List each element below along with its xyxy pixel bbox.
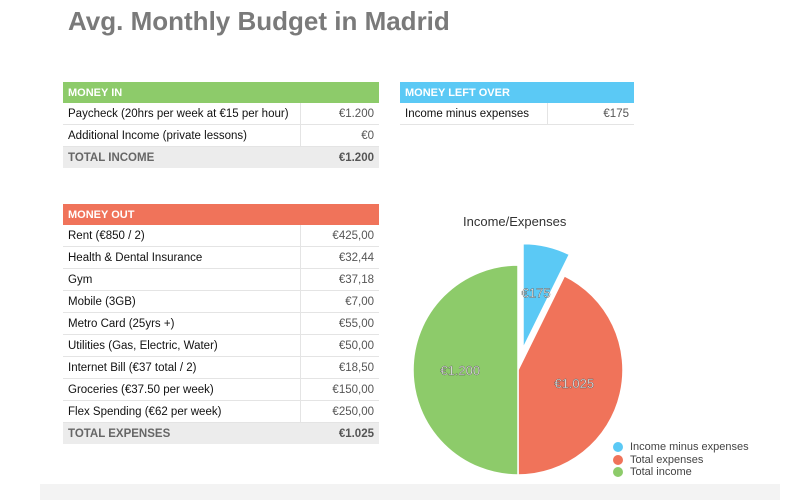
- pie-slice: [522, 242, 571, 349]
- row-value: €1.200: [300, 103, 379, 125]
- money-left-header: MONEY LEFT OVER: [405, 86, 510, 99]
- table-row: Income minus expenses €175: [400, 103, 634, 125]
- page-title: Avg. Monthly Budget in Madrid: [68, 6, 450, 36]
- row-label: Income minus expenses: [400, 103, 548, 125]
- row-value: €32,44: [300, 246, 379, 269]
- row-value: €150,00: [300, 378, 379, 401]
- table-row: Groceries (€37.50 per week) €150,00: [63, 378, 379, 401]
- row-label: Utilities (Gas, Electric, Water): [63, 334, 301, 357]
- money-out-table: MONEY OUT Rent (€850 / 2) €425,00 Health &…: [63, 204, 379, 444]
- row-label: Groceries (€37.50 per week): [63, 378, 301, 401]
- money-left-table: MONEY LEFT OVER Income minus expenses €17…: [400, 82, 634, 125]
- legend-swatch: [613, 454, 623, 465]
- total-label: TOTAL EXPENSES: [63, 422, 301, 444]
- row-value: €0: [300, 124, 379, 147]
- row-value: €50,00: [300, 334, 379, 357]
- row-value: €18,50: [300, 356, 379, 379]
- total-label: TOTAL INCOME: [63, 146, 301, 168]
- legend-swatch: [613, 442, 623, 453]
- pie-slice: [517, 274, 624, 476]
- row-label: Gym: [63, 268, 301, 291]
- row-value: €250,00: [300, 400, 379, 423]
- legend-item: Income minus expenses: [613, 441, 749, 454]
- row-label: Flex Spending (€62 per week): [63, 400, 301, 423]
- legend-label: Total income: [630, 466, 692, 479]
- chart-legend: Income minus expenses Total expenses Total…: [613, 441, 749, 479]
- bottom-bar: [40, 484, 780, 500]
- row-value: €175: [547, 103, 634, 125]
- row-value: €7,00: [300, 290, 379, 313]
- chart-title: Income/Expenses: [463, 214, 567, 229]
- row-label: Health & Dental Insurance: [63, 246, 301, 269]
- row-value: €425,00: [300, 225, 379, 247]
- legend-label: Income minus expenses: [630, 441, 749, 454]
- table-row: Metro Card (25yrs +) €55,00: [63, 312, 379, 335]
- total-value: €1.025: [300, 422, 379, 444]
- slice-label: €1.025: [554, 376, 594, 391]
- legend-label: Total expenses: [630, 453, 704, 466]
- slice-label: €1.200: [440, 363, 480, 378]
- row-label: Metro Card (25yrs +): [63, 312, 301, 335]
- row-label: Mobile (3GB): [63, 290, 301, 313]
- total-row: TOTAL INCOME €1.200: [63, 146, 379, 168]
- row-label: Rent (€850 / 2): [63, 225, 301, 247]
- money-in-table: MONEY IN Paycheck (20hrs per week at €15…: [63, 82, 379, 168]
- total-row: TOTAL EXPENSES €1.025: [63, 422, 379, 444]
- table-row: Flex Spending (€62 per week) €250,00: [63, 400, 379, 423]
- legend-item: Total income: [613, 466, 749, 479]
- slice-label: €175: [522, 285, 551, 300]
- table-row: Utilities (Gas, Electric, Water) €50,00: [63, 334, 379, 357]
- legend-item: Total expenses: [613, 454, 749, 467]
- row-value: €37,18: [300, 268, 379, 291]
- row-label: Internet Bill (€37 total / 2): [63, 356, 301, 379]
- pie-slice: [412, 264, 519, 476]
- money-in-header: MONEY IN: [68, 86, 123, 99]
- row-label: Additional Income (private lessons): [63, 124, 301, 147]
- table-row: Internet Bill (€37 total / 2) €18,50: [63, 356, 379, 379]
- legend-swatch: [613, 467, 623, 478]
- table-row: Mobile (3GB) €7,00: [63, 290, 379, 313]
- table-row: Health & Dental Insurance €32,44: [63, 246, 379, 269]
- row-value: €55,00: [300, 312, 379, 335]
- table-row: Paycheck (20hrs per week at €15 per hour…: [63, 103, 379, 125]
- table-row: Rent (€850 / 2) €425,00: [63, 225, 379, 247]
- table-row: Gym €37,18: [63, 268, 379, 291]
- table-row: Additional Income (private lessons) €0: [63, 124, 379, 147]
- total-value: €1.200: [300, 146, 379, 168]
- money-out-header: MONEY OUT: [68, 208, 135, 221]
- row-label: Paycheck (20hrs per week at €15 per hour…: [63, 103, 301, 125]
